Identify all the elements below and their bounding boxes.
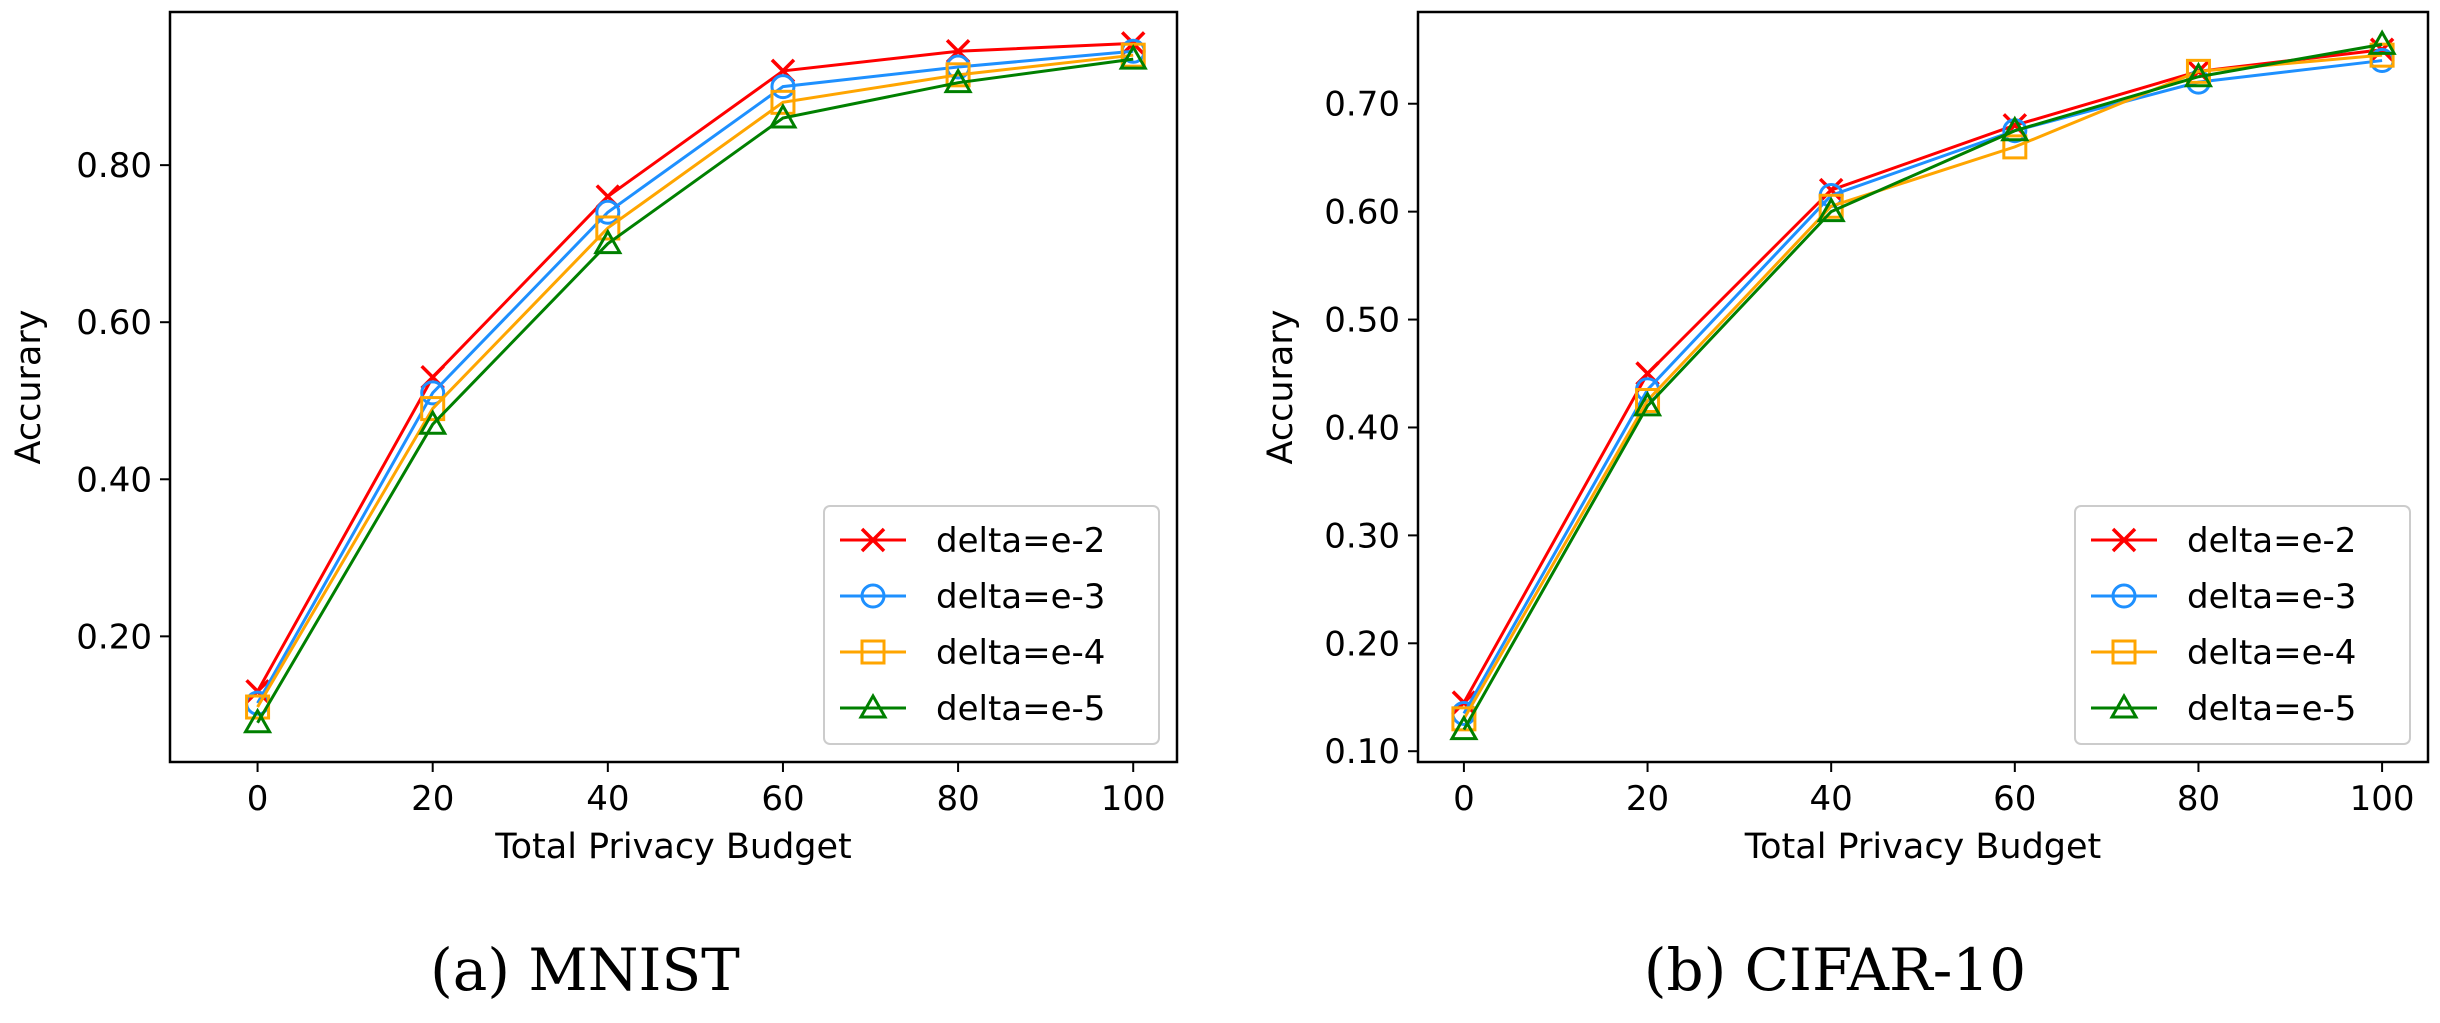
- x-tick-label: 100: [2350, 779, 2415, 819]
- legend-marker: [2109, 692, 2139, 719]
- legend-entry: delta=e-4: [2091, 633, 2356, 673]
- data-point: [1632, 390, 1663, 417]
- x-tick-label: 80: [2177, 779, 2220, 819]
- data-point: [418, 409, 448, 435]
- legend-entry: delta=e-2: [840, 521, 1105, 561]
- legend-label: delta=e-2: [2187, 521, 2356, 561]
- data-point: [2185, 58, 2211, 84]
- legend-entry: delta=e-5: [2091, 689, 2356, 729]
- legend-label: delta=e-4: [2187, 633, 2356, 673]
- x-tick-label: 0: [1453, 779, 1475, 819]
- data-point: [595, 215, 621, 241]
- y-tick-label: 0.40: [1324, 408, 1400, 448]
- data-point: [2367, 29, 2397, 55]
- x-tick-label: 20: [1626, 779, 1669, 819]
- y-tick-label: 0.40: [76, 460, 152, 500]
- legend-marker: [2111, 583, 2137, 609]
- legend: delta=e-2 delta=e-3 delta=e-4 delta=e-5: [2074, 505, 2411, 745]
- x-tick-label: 60: [761, 779, 804, 819]
- data-point: [1451, 706, 1477, 732]
- legend-label: delta=e-5: [936, 689, 1105, 729]
- y-axis-label: Accurary: [9, 310, 49, 465]
- x-tick-label: 0: [247, 779, 269, 819]
- data-point: [1449, 714, 1479, 741]
- data-point: [2183, 61, 2214, 88]
- legend: delta=e-2 delta=e-3 delta=e-4 delta=e-5: [823, 505, 1160, 745]
- legend-label: delta=e-2: [936, 521, 1105, 561]
- x-tick-label: 20: [411, 779, 454, 819]
- legend-label: delta=e-5: [2187, 689, 2356, 729]
- legend-marker: [2111, 527, 2137, 553]
- data-point: [1118, 44, 1148, 70]
- data-point: [242, 707, 273, 734]
- data-point: [595, 199, 621, 225]
- data-point: [1816, 196, 1846, 223]
- data-point: [2369, 42, 2395, 68]
- data-point: [245, 694, 271, 720]
- legend-entry: delta=e-4: [840, 633, 1105, 673]
- data-point: [770, 89, 796, 115]
- series-delta=e-4: [245, 42, 1146, 720]
- plot-frame: [1416, 10, 2430, 764]
- legend-label: delta=e-4: [936, 633, 1105, 673]
- series-line: [256, 49, 1134, 704]
- data-point: [945, 62, 971, 88]
- legend-entry: delta=e-3: [840, 577, 1105, 617]
- y-tick-label: 0.60: [76, 303, 152, 343]
- legend-entry: delta=e-2: [2091, 521, 2356, 561]
- x-axis-label: Total Privacy Budget: [494, 827, 852, 867]
- data-point: [1635, 387, 1661, 413]
- legend-entry: delta=e-3: [2091, 577, 2356, 617]
- series-line: [256, 57, 1134, 724]
- legend-box: [823, 505, 1160, 745]
- legend-marker: [2111, 639, 2137, 665]
- x-axis-label: Total Privacy Budget: [1744, 827, 2102, 867]
- y-tick-label: 0.60: [1324, 193, 1400, 233]
- chart-panel-1: 0 20 40 60 80 100 0.10 0.20 0.30 0.40 0.50 0.60 0.70…: [1261, 10, 2430, 1004]
- y-tick-label: 0.20: [76, 617, 152, 657]
- data-point: [593, 228, 623, 255]
- series-delta=e-4: [1451, 42, 2395, 732]
- legend-label: delta=e-3: [2187, 577, 2356, 617]
- series-line: [256, 41, 1134, 693]
- y-tick-label: 0.80: [76, 146, 152, 186]
- series-line: [256, 53, 1134, 708]
- data-point: [2000, 115, 2030, 142]
- data-point: [2002, 134, 2028, 160]
- x-tick-label: 40: [1810, 779, 1853, 819]
- x-tick-label: 80: [936, 779, 979, 819]
- x-tick-label: 40: [586, 779, 629, 819]
- series-delta=e-5: [242, 44, 1148, 734]
- series-line: [1462, 42, 2383, 731]
- y-tick-label: 0.10: [1324, 732, 1400, 772]
- legend-label: delta=e-3: [936, 577, 1105, 617]
- data-point: [1818, 177, 1844, 203]
- y-tick-label: 0.30: [1324, 516, 1400, 556]
- y-tick-label: 0.20: [1324, 624, 1400, 664]
- y-tick-label: 0.50: [1324, 301, 1400, 341]
- series-line: [1462, 59, 2383, 715]
- subfigure-caption: (b) CIFAR-10: [1644, 936, 2026, 1004]
- data-point: [943, 67, 973, 94]
- data-point: [768, 102, 798, 129]
- data-point: [420, 396, 446, 422]
- legend-marker: [860, 583, 886, 609]
- subfigure-caption: (a) MNIST: [430, 936, 740, 1004]
- chart-panel-0: 0 20 40 60 80 100 0.20 0.40 0.60 0.80 Total Privac…: [9, 10, 1179, 1004]
- legend-marker: [858, 692, 888, 719]
- legend-box: [2074, 505, 2411, 745]
- plot-frame: [168, 10, 1179, 764]
- y-tick-label: 0.70: [1324, 85, 1400, 125]
- x-tick-label: 100: [1101, 779, 1166, 819]
- data-point: [420, 380, 446, 406]
- legend-entry: delta=e-5: [840, 689, 1105, 729]
- legend-marker: [860, 527, 886, 553]
- series-line: [1462, 53, 2383, 720]
- legend-marker: [860, 639, 886, 665]
- data-point: [770, 74, 796, 100]
- y-axis-label: Accurary: [1261, 310, 1301, 465]
- x-tick-label: 60: [1993, 779, 2036, 819]
- series-delta=e-5: [1449, 29, 2397, 741]
